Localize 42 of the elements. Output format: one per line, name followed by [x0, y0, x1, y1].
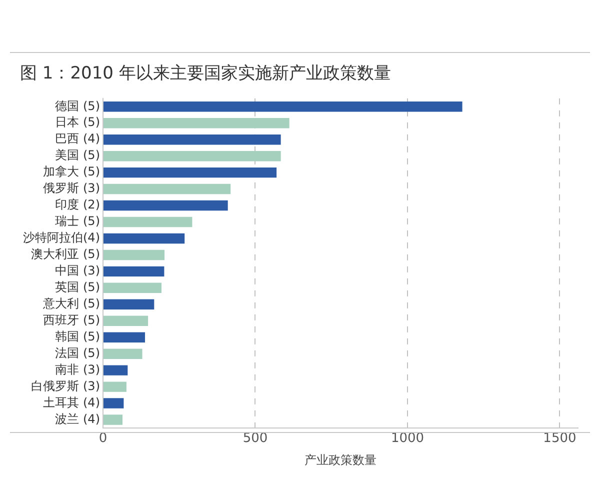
bar: [104, 167, 277, 178]
y-tick-label: 韩国 (5): [55, 329, 100, 344]
bar: [104, 118, 290, 128]
bar: [104, 398, 124, 408]
bar: [104, 282, 162, 294]
bar: [104, 200, 228, 211]
bar: [104, 382, 126, 392]
bar: [104, 134, 281, 145]
bar: [104, 150, 281, 162]
x-axis-title: 产业政策数量: [304, 453, 376, 468]
y-tick-label: 白俄罗斯 (3): [31, 378, 100, 393]
y-tick-label: 瑞士 (5): [55, 214, 100, 228]
y-tick-label: 法国 (5): [55, 346, 100, 360]
y-tick-label: 印度 (2): [55, 198, 100, 212]
bar: [104, 266, 164, 277]
bar: [104, 332, 146, 342]
bar: [104, 414, 122, 425]
chart-title: 图 1：2010 年以来主要国家实施新产业政策数量: [20, 64, 391, 84]
bar: [104, 216, 192, 228]
y-tick-label: 中国 (3): [55, 264, 100, 278]
y-tick-label: 沙特阿拉伯(4): [23, 230, 100, 245]
y-tick-label: 英国 (5): [55, 280, 100, 294]
y-tick-label: 加拿大 (5): [43, 164, 100, 179]
y-tick-label: 意大利 (5): [42, 296, 100, 311]
bar: [104, 316, 148, 326]
bar: [104, 233, 185, 244]
y-tick-label: 波兰 (4): [55, 412, 100, 426]
bar: [104, 250, 165, 260]
y-tick-label: 土耳其 (4): [43, 395, 100, 410]
y-tick-label: 南非 (3): [55, 362, 100, 376]
bar: [104, 102, 462, 112]
y-tick-label: 俄罗斯 (3): [43, 181, 100, 196]
bar: [104, 184, 231, 194]
y-tick-label: 德国 (5): [55, 98, 100, 113]
y-tick-label: 澳大利亚 (5): [31, 247, 100, 262]
bar: [104, 348, 142, 359]
bar: [104, 365, 128, 376]
y-tick-label: 日本 (5): [55, 115, 100, 130]
y-tick-label: 巴西 (4): [55, 132, 100, 146]
bar: [104, 299, 154, 310]
y-tick-label: 美国 (5): [55, 148, 100, 162]
y-tick-label: 西班牙 (5): [43, 313, 100, 328]
